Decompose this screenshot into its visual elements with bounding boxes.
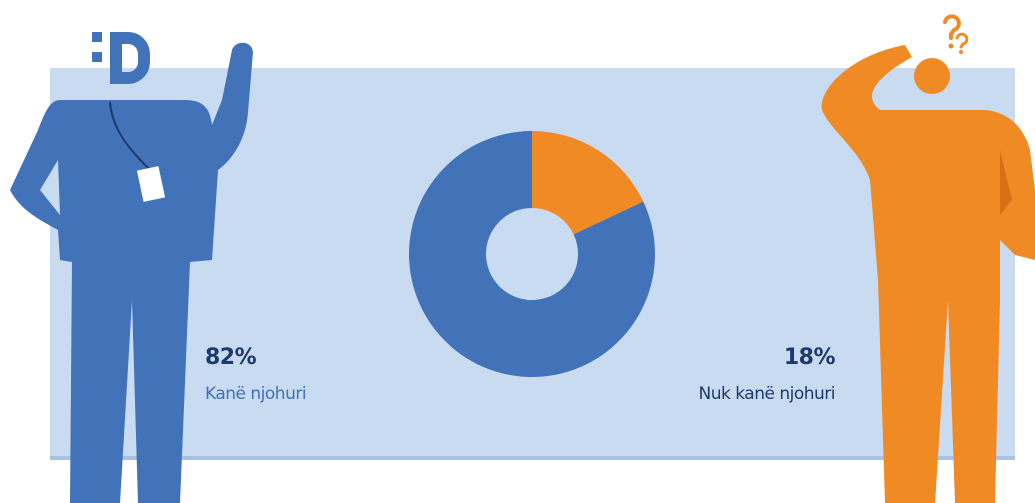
lanyard — [109, 101, 151, 171]
donut-segment — [532, 131, 644, 235]
blue-figure — [10, 32, 253, 503]
logo-dot — [92, 52, 102, 62]
arm-shade — [1000, 150, 1012, 215]
head — [914, 58, 950, 94]
question-dot — [948, 43, 954, 49]
logo-d — [110, 32, 150, 84]
donut — [408, 131, 655, 378]
value-label: 82% — [205, 345, 257, 370]
orange-body — [821, 45, 1035, 503]
category-label: Kanë njohuri — [205, 384, 306, 404]
blue-body — [10, 42, 253, 503]
category-label: Nuk kanë njohuri — [699, 384, 836, 404]
panel-edge — [50, 456, 1015, 460]
badge — [136, 166, 166, 202]
logo-dot — [92, 32, 102, 42]
question-mark — [955, 32, 969, 49]
donut-segment — [408, 131, 655, 378]
value-label: 18% — [784, 345, 836, 370]
arm-gap — [40, 160, 60, 215]
orange-figure — [821, 14, 1035, 503]
question-mark — [943, 14, 961, 40]
question-dot — [959, 50, 963, 54]
